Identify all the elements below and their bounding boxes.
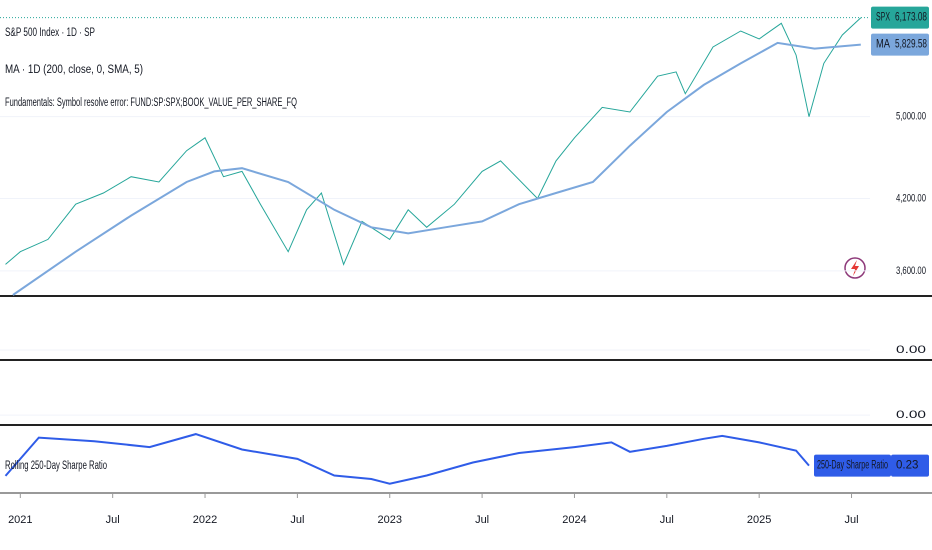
- time-tick-label: 2025: [747, 514, 771, 526]
- price-tick-label: 0.00: [896, 409, 926, 421]
- price-tag-name: MA: [876, 39, 890, 51]
- time-tick-label: 2024: [562, 514, 586, 526]
- price-tag-value: 5,829.58: [895, 39, 927, 51]
- series-line: [12, 41, 861, 296]
- time-tick-label: 2021: [8, 514, 32, 526]
- time-tick-label: 2022: [193, 514, 217, 526]
- price-tick-label: 3,600.00: [896, 265, 926, 277]
- series-line: [5, 17, 862, 266]
- price-tag: [871, 6, 929, 29]
- time-tick-label: Jul: [660, 514, 674, 526]
- series-line: [4, 433, 810, 485]
- time-tick-label: Jul: [844, 514, 858, 526]
- price-tick-label: 4,200.00: [896, 192, 926, 204]
- value-tag: [891, 454, 929, 477]
- price-tag-name: SPX: [876, 12, 890, 24]
- legend-text: MA · 1D (200, close, 0, SMA, 5): [5, 64, 143, 76]
- series-tag-name: 250-Day Sharpe Ratio: [817, 460, 888, 472]
- time-tick-label: Jul: [475, 514, 489, 526]
- chart-title: S&P 500 Index · 1D · SP: [5, 27, 95, 39]
- pane-title: Rolling 250-Day Sharpe Ratio: [5, 460, 107, 472]
- value-tag-text: 0.23: [896, 460, 918, 472]
- logo: [844, 257, 866, 279]
- price-tick-label: 0.00: [896, 344, 926, 356]
- series-tag: [814, 454, 891, 477]
- time-tick-label: 2023: [378, 514, 402, 526]
- legend-text: Fundamentals: Symbol resolve error: FUND…: [5, 97, 297, 109]
- price-tick-label: 5,000.00: [896, 111, 926, 123]
- price-tag-value: 6,173.08: [895, 12, 927, 24]
- time-tick-label: Jul: [290, 514, 304, 526]
- price-tag: [871, 33, 929, 56]
- time-tick-label: Jul: [106, 514, 120, 526]
